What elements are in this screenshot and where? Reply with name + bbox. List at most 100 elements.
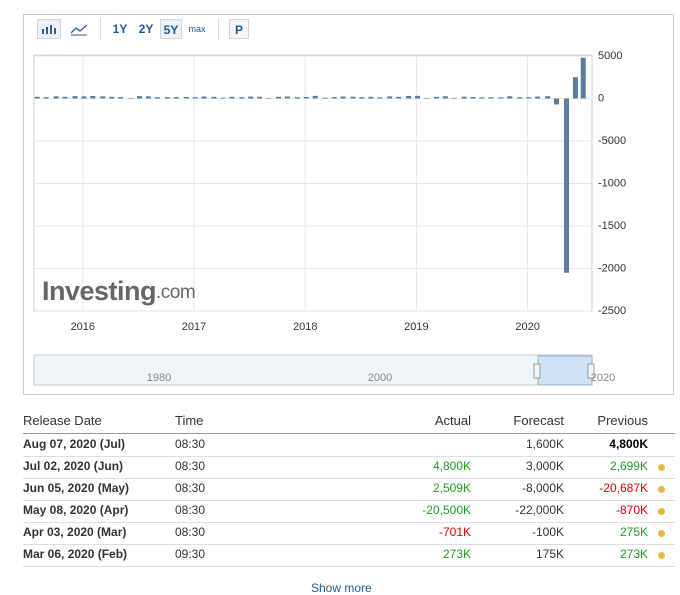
navigator-handle[interactable]	[533, 363, 541, 379]
range-button[interactable]: max	[188, 24, 206, 34]
cell-date: Mar 06, 2020 (Feb)	[23, 547, 128, 561]
bar	[387, 96, 393, 99]
bar	[377, 97, 383, 99]
bar	[248, 96, 254, 99]
bar	[479, 97, 485, 99]
cell-previous: 273K	[619, 547, 648, 561]
bar	[154, 97, 160, 99]
x-tick-label: 2020	[515, 321, 539, 333]
bar	[303, 96, 309, 99]
column-header: Forecast	[513, 413, 564, 428]
range-button[interactable]: 2Y	[138, 22, 154, 36]
bar	[229, 96, 235, 99]
cell-previous: 275K	[619, 525, 648, 539]
cell-forecast: -8,000K	[521, 481, 564, 495]
bar	[294, 97, 300, 99]
cell-previous: 4,800K	[609, 437, 648, 451]
navigator-handle[interactable]	[587, 363, 595, 379]
status-dot	[658, 530, 665, 537]
cell-actual: -701K	[438, 525, 471, 539]
bar	[312, 95, 318, 99]
status-dot	[658, 486, 665, 493]
bar	[173, 97, 179, 99]
y-tick-label: 0	[598, 92, 604, 104]
navigator-label: 1980	[147, 372, 171, 384]
cell-actual: 4,800K	[432, 459, 471, 473]
bar	[451, 97, 457, 99]
y-tick-label: -5000	[598, 135, 626, 147]
bar	[359, 97, 365, 99]
bar	[554, 98, 560, 105]
bar	[350, 96, 356, 99]
bar	[266, 98, 272, 99]
bar	[220, 97, 226, 99]
bar	[183, 96, 189, 99]
cell-time: 08:30	[175, 459, 206, 473]
row-rule	[23, 500, 675, 501]
y-tick-label: -1500	[598, 220, 626, 232]
status-dot	[658, 464, 665, 471]
bar	[276, 96, 282, 99]
bar	[145, 96, 151, 99]
cell-forecast: -22,000K	[515, 503, 564, 517]
column-header: Release Date	[23, 413, 102, 428]
widget-frame	[23, 14, 674, 395]
print-button[interactable]: P	[229, 19, 249, 39]
show-more-link[interactable]: Show more	[311, 581, 372, 595]
watermark: Investing.com	[42, 276, 195, 306]
cell-actual: 2,509K	[432, 481, 471, 495]
column-header: Previous	[597, 413, 648, 428]
cell-time: 08:30	[175, 525, 206, 539]
bar	[284, 96, 290, 99]
cell-previous: 2,699K	[609, 459, 648, 473]
line-icon	[70, 24, 88, 36]
cell-date: Aug 07, 2020 (Jul)	[23, 437, 126, 451]
bar	[517, 97, 523, 99]
row-rule	[23, 566, 675, 567]
bar	[461, 96, 467, 99]
row-rule	[23, 522, 675, 523]
navigator-label: 2020	[591, 372, 615, 384]
bar	[498, 97, 504, 99]
bar	[322, 97, 328, 99]
y-tick-label: -2500	[598, 305, 626, 317]
x-tick-label: 2017	[182, 321, 206, 333]
watermark-domain: .com	[156, 282, 195, 303]
cell-forecast: 175K	[535, 547, 564, 561]
bar	[368, 96, 374, 99]
cell-time: 08:30	[175, 437, 206, 451]
bar	[211, 96, 217, 99]
cell-date: Jun 05, 2020 (May)	[23, 481, 130, 495]
cell-forecast: -100K	[531, 525, 564, 539]
bar-icon	[42, 25, 56, 34]
bar	[423, 98, 429, 99]
bar	[488, 97, 494, 99]
line-chart-button[interactable]	[67, 19, 91, 39]
y-tick-label: -2000	[598, 262, 626, 274]
cell-forecast: 1,600K	[525, 437, 564, 451]
watermark-brand: Investing	[42, 276, 156, 306]
range-button[interactable]: 5Y	[160, 19, 182, 39]
navigator-selection[interactable]	[537, 355, 593, 386]
bar	[239, 97, 245, 99]
bar	[396, 96, 402, 99]
range-button[interactable]: 1Y	[112, 22, 128, 36]
bar	[164, 97, 170, 99]
bar-chart-button[interactable]	[37, 19, 61, 39]
x-tick-label: 2019	[404, 321, 428, 333]
cell-actual: -20,500K	[422, 503, 471, 517]
bar	[137, 96, 143, 99]
y-tick-label: -1000	[598, 177, 626, 189]
bar	[470, 97, 476, 99]
bar	[580, 57, 586, 99]
bar	[34, 96, 40, 99]
bar	[81, 96, 87, 99]
cell-time: 09:30	[175, 547, 206, 561]
bar	[100, 96, 106, 99]
bar	[62, 96, 68, 99]
column-header: Actual	[434, 413, 471, 428]
cell-date: Jul 02, 2020 (Jun)	[23, 459, 124, 473]
bar	[53, 96, 59, 99]
cell-forecast: 3,000K	[525, 459, 564, 473]
